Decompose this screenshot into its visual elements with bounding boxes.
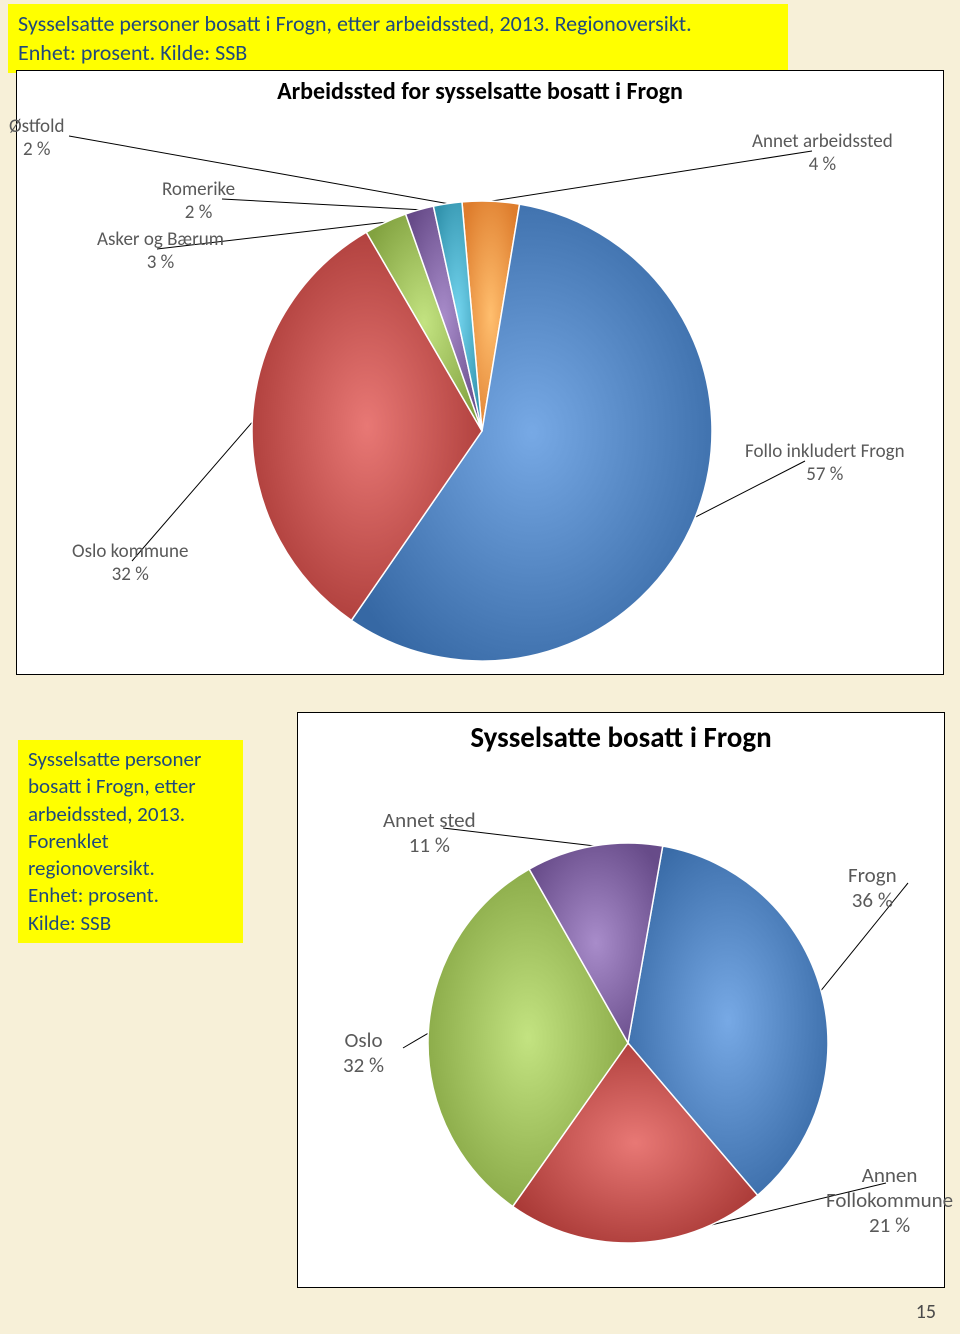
chart-panel-2: Sysselsatte bosatt i Frogn Frogn36 % Anne… xyxy=(297,712,945,1288)
slice-label-value: 11 % xyxy=(383,833,476,858)
slice-label-name: Follo inkludert Frogn xyxy=(745,441,905,464)
slice-label-value: 36 % xyxy=(848,888,897,913)
slice-label-name: Romerike xyxy=(162,179,235,202)
slice-label-name: Annet arbeidssted xyxy=(752,131,893,154)
caption-bottom-line2: bosatt i Frogn, etter xyxy=(28,773,233,800)
slice-label-name: Østfold xyxy=(9,116,64,139)
caption-top-line1: Sysselsatte personer bosatt i Frogn, ett… xyxy=(18,10,778,39)
caption-bottom-line5: regionoversikt. xyxy=(28,855,233,882)
slice-label: Østfold2 % xyxy=(9,116,64,162)
slice-label-name: Asker og Bærum xyxy=(97,229,224,252)
caption-bottom-line6: Enhet: prosent. xyxy=(28,882,233,909)
slice-label: Follo inkludert Frogn57 % xyxy=(745,441,905,487)
chart-panel-1: Arbeidssted for sysselsatte bosatt i Fro… xyxy=(16,70,944,675)
slice-label-value: 4 % xyxy=(752,154,893,177)
slice-label: Frogn36 % xyxy=(848,863,897,913)
caption-bottom-line3: arbeidssted, 2013. xyxy=(28,801,233,828)
slice-label: Oslo32 % xyxy=(343,1028,384,1078)
slice-label: Asker og Bærum3 % xyxy=(97,229,224,275)
caption-top: Sysselsatte personer bosatt i Frogn, ett… xyxy=(8,4,788,73)
slice-label-value: 32 % xyxy=(343,1053,384,1078)
slice-label-value: 2 % xyxy=(162,202,235,225)
slice-label-name: Oslo kommune xyxy=(72,541,188,564)
slice-label: Annet arbeidssted4 % xyxy=(752,131,893,177)
slice-label: Oslo kommune32 % xyxy=(72,541,188,587)
caption-bottom-line1: Sysselsatte personer xyxy=(28,746,233,773)
leader-line xyxy=(222,199,419,210)
slice-label-value: 32 % xyxy=(72,564,188,587)
page-number: 15 xyxy=(916,1300,936,1324)
slice-label-name: Frogn xyxy=(848,863,897,888)
slice-label-value: 57 % xyxy=(745,464,905,487)
slice-label-value: 3 % xyxy=(97,252,224,275)
chart2-title: Sysselsatte bosatt i Frogn xyxy=(298,719,944,755)
slice-label: Romerike2 % xyxy=(162,179,235,225)
caption-bottom-line7: Kilde: SSB xyxy=(28,910,233,937)
slice-label-name: Oslo xyxy=(343,1028,384,1053)
caption-bottom-line4: Forenklet xyxy=(28,828,233,855)
leader-line xyxy=(69,136,448,204)
slice-label-value: 2 % xyxy=(9,139,64,162)
slice-label-name: Annet sted xyxy=(383,808,476,833)
slice-label-name: Annen Follokommune xyxy=(826,1163,953,1213)
caption-bottom: Sysselsatte personer bosatt i Frogn, ett… xyxy=(18,740,243,943)
chart1-title: Arbeidssted for sysselsatte bosatt i Fro… xyxy=(17,77,943,106)
leader-line xyxy=(403,1033,428,1048)
slice-label: Annet sted11 % xyxy=(383,808,476,858)
slice-label: Annen Follokommune21 % xyxy=(826,1163,953,1239)
slice-label-value: 21 % xyxy=(826,1213,953,1238)
caption-top-line2: Enhet: prosent. Kilde: SSB xyxy=(18,39,778,68)
